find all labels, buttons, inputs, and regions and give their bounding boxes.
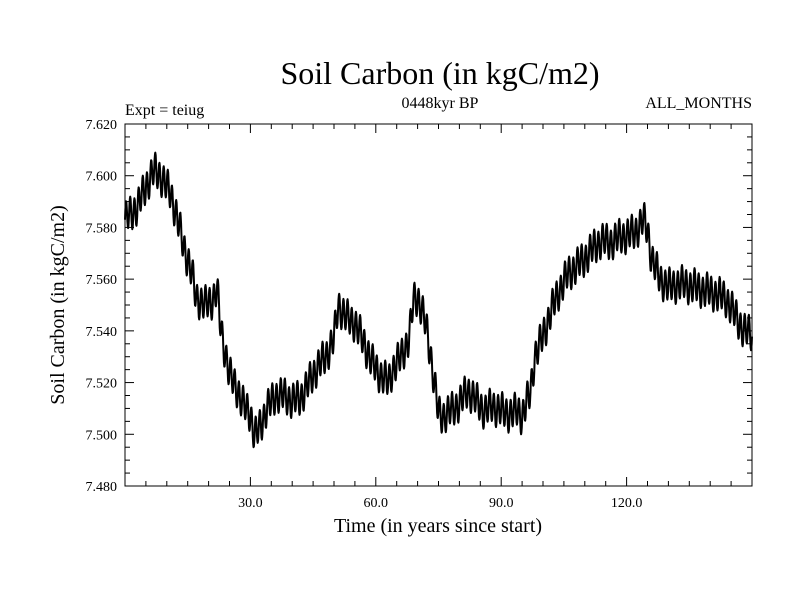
tick-labels: 7.480 7.500 7.520 7.540 7.560 7.580 7.600 7.620… bbox=[86, 118, 643, 511]
y-tick-label: 7.500 bbox=[86, 428, 118, 443]
soil-carbon-series-line bbox=[124, 151, 753, 449]
y-tick-label: 7.540 bbox=[86, 325, 118, 340]
x-tick-label: 60.0 bbox=[364, 496, 389, 511]
y-tick-label: 7.580 bbox=[86, 221, 118, 236]
x-axis-title: Time (in years since start) bbox=[334, 515, 542, 537]
y-tick-label: 7.560 bbox=[86, 273, 118, 288]
y-tick-label: 7.620 bbox=[86, 118, 118, 133]
x-tick-label: 120.0 bbox=[611, 496, 643, 511]
axis-ticks bbox=[125, 123, 752, 487]
y-tick-label: 7.520 bbox=[86, 377, 118, 392]
y-axis-title: Soil Carbon (in kgC/m2) bbox=[47, 205, 69, 404]
period-label: 0448kyr BP bbox=[402, 95, 479, 112]
y-tick-label: 7.600 bbox=[86, 170, 118, 185]
x-tick-label: 90.0 bbox=[489, 496, 514, 511]
x-tick-label: 30.0 bbox=[238, 496, 263, 511]
months-label: ALL_MONTHS bbox=[645, 95, 752, 112]
plot-frame bbox=[124, 123, 753, 487]
experiment-label: Expt = teiug bbox=[125, 102, 204, 119]
chart-title: Soil Carbon (in kgC/m2) bbox=[280, 55, 599, 91]
y-tick-label: 7.480 bbox=[86, 480, 118, 495]
